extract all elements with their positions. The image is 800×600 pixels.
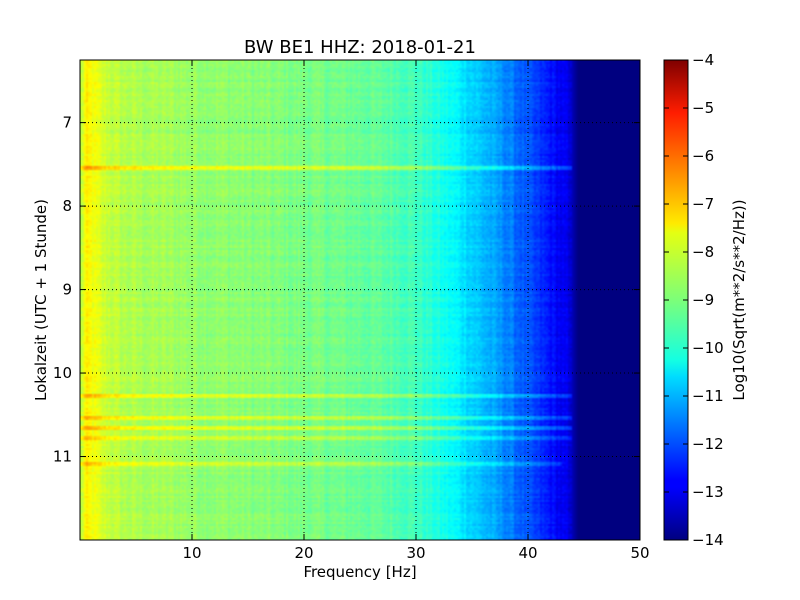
spectrogram-heatmap xyxy=(80,60,640,540)
colorbar-tick-label: −10 xyxy=(692,339,724,357)
x-tick-label: 10 xyxy=(182,544,201,562)
chart-title: BW BE1 HHZ: 2018-01-21 xyxy=(244,37,476,58)
spectrogram-plot-area xyxy=(79,59,641,541)
colorbar-tick-label: −6 xyxy=(692,147,714,165)
grid-lines xyxy=(80,60,640,540)
x-axis-ticks: 10 20 30 40 50 xyxy=(182,60,650,562)
y-axis-label: Lokalzeit (UTC + 1 Stunde) xyxy=(32,199,50,401)
y-tick-label: 8 xyxy=(62,197,72,215)
colorbar-ticks: −4 −5 −6 −7 −8 −9 −10 −11 −12 −13 −14 xyxy=(664,51,724,549)
colorbar-tick-label: −7 xyxy=(692,195,714,213)
y-tick-label: 11 xyxy=(53,448,72,466)
colorbar-tick-label: −5 xyxy=(692,99,714,117)
colorbar-tick-label: −11 xyxy=(692,387,724,405)
x-tick-label: 20 xyxy=(294,544,313,562)
colorbar-tick-label: −4 xyxy=(692,51,714,69)
y-axis-ticks: 7 8 9 10 11 xyxy=(53,114,640,466)
x-tick-label: 40 xyxy=(518,544,537,562)
colorbar-tick-label: −8 xyxy=(692,243,714,261)
colorbar-tick-label: −9 xyxy=(692,291,714,309)
colorbar-tick-label: −13 xyxy=(692,483,724,501)
x-tick-label: 30 xyxy=(406,544,425,562)
colorbar-label: Log10(Sqrt(m**2/s**2/Hz)) xyxy=(730,199,748,400)
plot-frame xyxy=(79,59,641,541)
colorbar: −4 −5 −6 −7 −8 −9 −10 −11 −12 −13 −14 Log10(Sqrt(m… xyxy=(663,51,748,549)
y-tick-label: 7 xyxy=(62,114,72,132)
y-tick-label: 9 xyxy=(62,281,72,299)
x-axis-label: Frequency [Hz] xyxy=(303,563,416,581)
colorbar-tick-label: −12 xyxy=(692,435,724,453)
x-tick-label: 50 xyxy=(630,544,649,562)
y-tick-label: 10 xyxy=(53,364,72,382)
colorbar-tick-label: −14 xyxy=(692,531,724,549)
